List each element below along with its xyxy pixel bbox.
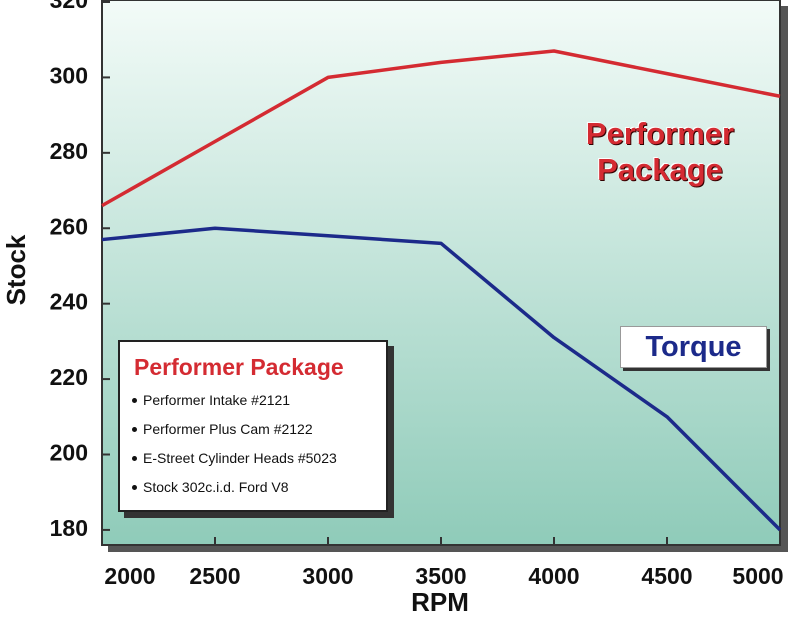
info-item-text: Performer Plus Cam #2122 [143,421,313,437]
info-item: E-Street Cylinder Heads #5023 [132,448,337,468]
series-label: Performer Package [585,116,735,187]
info-item: Performer Intake #2121 [132,390,290,410]
y-tick-label: 280 [50,138,88,164]
y-tick-label: 180 [50,515,88,541]
y-tick-label: 240 [50,289,88,315]
x-tick-label: 4500 [641,563,692,589]
series-label: Torque [620,326,767,368]
x-tick-label: 5000 [732,563,783,589]
x-tick-label: 3000 [302,563,353,589]
info-item: Stock 302c.i.d. Ford V8 [132,477,289,497]
y-tick-label: 260 [50,213,88,239]
x-tick-label: 2000 [104,563,155,589]
bullet [132,426,137,432]
x-tick-label: 4000 [528,563,579,589]
y-tick-label: 200 [50,440,88,466]
info-item-text: Performer Intake #2121 [143,392,291,408]
y-tick-label: 320 [50,0,88,13]
bullet [132,455,137,461]
x-axis-title: RPM [411,587,469,617]
info-title: Performer Package [134,354,344,380]
y-tick-label: 300 [50,62,88,88]
x-tick-label: 2500 [189,563,240,589]
x-tick-label: 3500 [415,563,466,589]
bullet [132,484,137,490]
info-box: Performer Package Performer Intake #2121… [118,340,388,512]
info-item: Performer Plus Cam #2122 [132,419,313,439]
data-line [101,226,782,532]
y-tick-label: 220 [50,364,88,390]
bullet [132,397,137,403]
y-axis-title: Stock [1,234,31,305]
info-item-text: E-Street Cylinder Heads #5023 [143,450,337,466]
info-item-text: Stock 302c.i.d. Ford V8 [143,479,289,495]
data-line [101,49,781,208]
